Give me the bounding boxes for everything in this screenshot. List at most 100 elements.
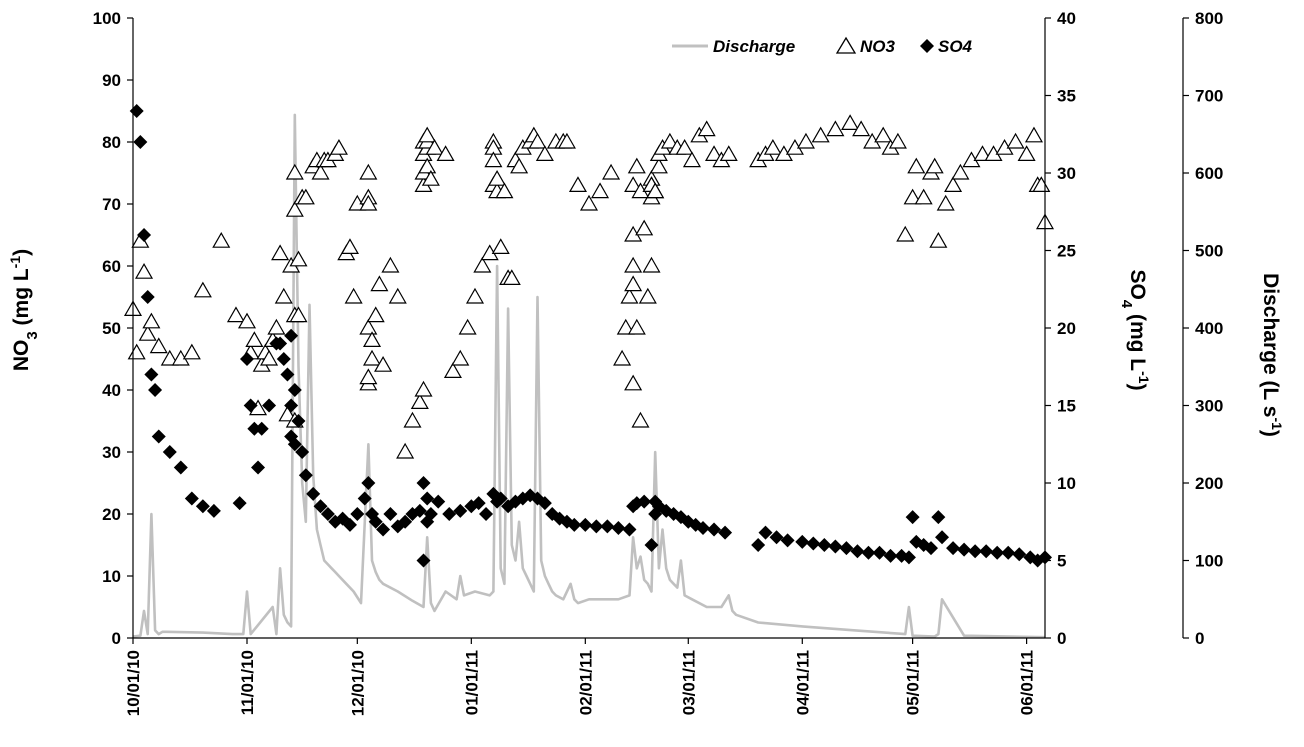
no3-point [528, 132, 547, 149]
no3-point [344, 287, 363, 304]
so4-point [758, 525, 773, 540]
no3-point [896, 225, 915, 242]
no3-point [421, 169, 440, 186]
so4-point [780, 533, 795, 548]
no3-point [852, 120, 871, 137]
no3-point [944, 176, 963, 192]
so4-point [357, 491, 372, 506]
no3-point [874, 126, 893, 143]
so4-point [1001, 545, 1016, 560]
no3-point [289, 250, 308, 267]
no3-point [624, 256, 643, 273]
y-left-tick-label: 30 [102, 443, 121, 462]
no3-point [914, 188, 933, 205]
so4-point [493, 491, 508, 506]
y-left-tick-label: 60 [102, 257, 121, 276]
so4-point [173, 460, 188, 475]
so4-point [442, 507, 457, 521]
so4-point [423, 507, 438, 521]
no3-point [425, 138, 444, 155]
no3-point [682, 151, 702, 168]
no3-point [624, 275, 643, 292]
tick-labels: 0102030405060708090100051015202530354001… [93, 9, 1224, 716]
so4-point [206, 503, 221, 518]
discharge-line [132, 113, 1046, 639]
legend-no3-swatch [835, 36, 857, 54]
legend-so4-swatch [920, 39, 934, 53]
y-so4-tick-label: 30 [1057, 164, 1076, 183]
so4-point [287, 437, 302, 452]
y-so4-tick-label: 0 [1057, 629, 1066, 648]
so4-point [416, 476, 431, 490]
so4-point [924, 541, 938, 556]
so4-point [751, 538, 766, 552]
y-discharge-tick-label: 500 [1195, 242, 1223, 261]
no3-point [451, 349, 470, 366]
so4-point [905, 510, 920, 525]
so4-point [295, 445, 310, 459]
no3-point [624, 374, 643, 391]
no3-point [638, 287, 657, 304]
no3-point [602, 163, 621, 180]
no3-series [123, 114, 1055, 459]
legend-discharge-label: Discharge [713, 37, 795, 56]
so4-point [280, 367, 295, 382]
no3-point [888, 132, 907, 149]
no3-point [635, 219, 654, 236]
so4-point [979, 544, 994, 559]
discharge-series [132, 113, 1046, 639]
no3-point [362, 331, 382, 347]
y-axis-so4-title: SO4 (mg L-1) [1119, 269, 1153, 390]
so4-point [1012, 547, 1027, 562]
y-left-tick-label: 100 [93, 9, 121, 28]
no3-point [535, 145, 554, 161]
no3-point [212, 231, 231, 248]
no3-point [374, 355, 393, 372]
no3-point [936, 194, 955, 211]
no3-point [329, 138, 348, 155]
so4-point [195, 499, 210, 514]
no3-point [410, 393, 429, 409]
y-left-tick-label: 70 [102, 195, 121, 214]
so4-point [696, 520, 710, 535]
no3-point [359, 163, 378, 180]
so4-point [291, 414, 306, 428]
so4-point [968, 544, 983, 559]
y-so4-tick-label: 10 [1057, 474, 1076, 493]
so4-point [471, 496, 486, 511]
no3-point [973, 145, 992, 161]
so4-point [151, 429, 166, 444]
so4-point [817, 538, 832, 552]
so4-point [342, 517, 357, 532]
so4-point [637, 494, 652, 509]
x-tick-label: 11/01/10 [238, 650, 257, 715]
so4-point [589, 519, 604, 534]
no3-point [274, 287, 293, 304]
so4-point [368, 514, 383, 529]
so4-point [769, 530, 784, 545]
y-left-tick-label: 40 [102, 381, 121, 400]
no3-point [826, 120, 845, 137]
y-axis-discharge-title: Discharge (L s-1) [1259, 273, 1285, 437]
so4-point [416, 553, 431, 568]
so4-point [828, 539, 843, 554]
no3-point [557, 132, 576, 149]
no3-point [237, 312, 257, 329]
so4-point [313, 499, 328, 514]
so4-point [137, 228, 152, 242]
no3-point [495, 182, 514, 199]
so4-point [931, 510, 946, 525]
so4-point [287, 383, 302, 397]
no3-point [142, 312, 161, 329]
so4-point [707, 522, 722, 537]
no3-point [285, 163, 304, 180]
so4-point [957, 542, 972, 557]
no3-point [616, 318, 635, 335]
x-tick-label: 10/01/10 [124, 650, 143, 716]
so4-point [946, 541, 961, 556]
y-so4-tick-label: 40 [1057, 9, 1076, 28]
y-so4-tick-label: 15 [1057, 397, 1076, 416]
no3-point [362, 349, 382, 366]
so4-point [240, 352, 254, 366]
no3-point [340, 238, 360, 254]
